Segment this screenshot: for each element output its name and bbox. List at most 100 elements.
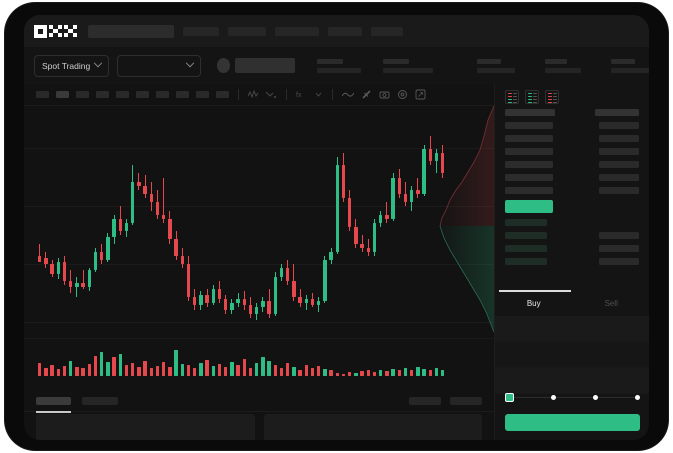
global-search-input[interactable] (88, 24, 174, 38)
orderbook-ask-row[interactable] (505, 174, 553, 181)
volume-bar (137, 366, 141, 376)
nav-item-trade[interactable] (228, 26, 266, 36)
timeframe-1m[interactable] (36, 91, 49, 98)
nav-item-derivatives[interactable] (275, 26, 319, 36)
timeframe-1w[interactable] (176, 91, 189, 98)
orderbook-ask-row[interactable] (505, 122, 553, 129)
timeframe-more[interactable] (216, 91, 229, 98)
volume-bar (143, 361, 147, 376)
volume-bar (62, 365, 67, 376)
pair-name-placeholder (234, 58, 296, 73)
timeframe-1m-month[interactable] (196, 91, 209, 98)
settings-icon[interactable] (397, 89, 408, 100)
tab-buy[interactable]: Buy (526, 298, 541, 308)
order-book[interactable] (495, 109, 649, 305)
trading-mode-selector[interactable]: Spot Trading (34, 54, 110, 77)
bottom-block-left[interactable] (36, 414, 255, 440)
orderbook-spread-price[interactable] (505, 200, 553, 213)
bottom-block-right[interactable] (263, 414, 482, 440)
camera-icon[interactable] (379, 89, 390, 100)
compare-icon[interactable] (266, 90, 277, 99)
indicator-icon[interactable] (248, 90, 259, 99)
volume-bar (81, 367, 85, 376)
step-dot[interactable] (551, 394, 556, 400)
orderbook-ask-row[interactable] (505, 187, 553, 194)
orderbook-ask-row[interactable] (505, 135, 553, 142)
volume-bar (273, 364, 277, 376)
candle (335, 106, 339, 338)
step-connector-line (511, 396, 640, 398)
order-price-field[interactable] (495, 316, 649, 342)
depth-overlay-chart (438, 106, 494, 338)
timeframe-1h[interactable] (116, 91, 129, 98)
trading-sidebar: Buy Sell (494, 84, 649, 440)
orderbook-ask-amount (599, 187, 639, 194)
tab-open-orders[interactable] (36, 396, 71, 413)
volume-bar (230, 362, 234, 376)
candle (410, 106, 414, 338)
line-style-icon[interactable] (342, 90, 354, 99)
timeframe-15m[interactable] (76, 91, 89, 98)
timeframe-30m[interactable] (96, 91, 109, 98)
orderbook-bid-row[interactable] (505, 232, 547, 239)
volume-bar (112, 357, 116, 376)
orderbook-bid-row[interactable] (505, 258, 547, 265)
nav-item-earn[interactable] (328, 26, 362, 36)
candle (137, 106, 141, 338)
bottom-action-1[interactable] (409, 396, 441, 405)
step-dot[interactable] (635, 394, 640, 400)
orderbook-sell-icon[interactable] (545, 90, 559, 104)
chevron-down-icon (93, 58, 103, 67)
nav-item-markets[interactable] (183, 26, 219, 36)
stat-24h-high (477, 58, 516, 73)
candle (341, 106, 346, 338)
orderbook-ask-row[interactable] (505, 161, 553, 168)
step-dot[interactable] (593, 394, 598, 400)
submit-order-button[interactable] (505, 414, 640, 431)
step-dot-active[interactable] (505, 392, 514, 402)
orderbook-bid-row[interactable] (505, 219, 547, 226)
orderbook-bid-row[interactable] (505, 245, 547, 252)
timeframe-5m[interactable] (56, 91, 69, 98)
candle (168, 106, 172, 338)
volume-bar (106, 362, 110, 376)
orderbook-ask-amount (599, 174, 639, 181)
volume-bar (162, 362, 166, 376)
bottom-action-2[interactable] (450, 396, 482, 405)
dropdown-icon[interactable] (314, 90, 323, 99)
tab-sell[interactable]: Sell (604, 298, 618, 308)
volume-bar (385, 371, 389, 376)
order-total-field[interactable] (495, 368, 649, 394)
template-icon[interactable]: fx (296, 90, 307, 99)
magnet-icon[interactable] (361, 89, 372, 100)
candle (317, 106, 321, 338)
tab-order-history[interactable] (82, 396, 118, 405)
candle (87, 106, 91, 338)
orderbook-both-icon[interactable] (505, 90, 519, 104)
pair-coin-avatar (216, 58, 230, 73)
volume-bar (310, 367, 315, 376)
orderbook-buy-icon[interactable] (525, 90, 539, 104)
volume-bar (286, 363, 290, 376)
orderbook-ask-row[interactable] (505, 148, 553, 155)
volume-bar (267, 361, 271, 376)
timeframe-4h[interactable] (136, 91, 149, 98)
candle (193, 106, 197, 338)
fullscreen-icon[interactable] (415, 89, 426, 100)
okx-logo[interactable] (34, 24, 77, 38)
candle (211, 106, 215, 338)
volume-bar (100, 351, 104, 376)
candle (62, 106, 67, 338)
volume-bar (236, 364, 240, 376)
volume-bar-chart[interactable] (24, 338, 494, 390)
nav-item-more[interactable] (371, 26, 403, 36)
candle (143, 106, 147, 338)
candle (56, 106, 60, 338)
volume-bar (416, 366, 420, 376)
price-candlestick-chart[interactable] (24, 106, 494, 338)
volume-bar (205, 360, 209, 376)
candle (124, 106, 129, 338)
order-amount-field[interactable] (495, 342, 649, 368)
trading-pair-selector[interactable] (117, 54, 201, 77)
timeframe-1d[interactable] (156, 91, 169, 98)
